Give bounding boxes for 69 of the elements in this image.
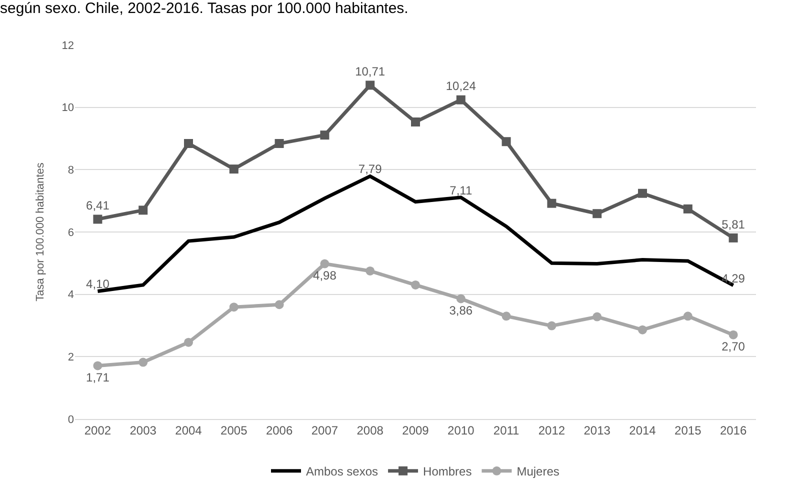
- point: [456, 294, 466, 304]
- data-label: 10,24: [446, 79, 476, 94]
- x-tick-label: 2002: [84, 423, 112, 438]
- point: [728, 330, 738, 340]
- y-tick-label: 0: [68, 414, 74, 426]
- point: [366, 80, 375, 90]
- point: [592, 312, 602, 322]
- legend-label: Hombres: [423, 464, 472, 479]
- y-tick-label: 6: [68, 226, 74, 239]
- point: [320, 259, 330, 268]
- point: [229, 302, 238, 312]
- x-tick-label: 2006: [266, 423, 293, 438]
- x-tick-label: 2011: [493, 423, 520, 438]
- point: [138, 206, 148, 215]
- point: [274, 300, 284, 310]
- x-tick-label: 2016: [720, 423, 747, 438]
- point: [683, 312, 692, 321]
- point: [547, 198, 556, 208]
- legend-label: Ambos sexos: [306, 464, 378, 479]
- point: [547, 321, 556, 330]
- point: [366, 266, 375, 276]
- data-label: 6,41: [86, 198, 110, 213]
- point: [184, 138, 193, 148]
- point: [93, 361, 102, 370]
- chart-title: según sexo. Chile, 2002-2016. Tasas por 100.000 habitantes.: [0, 0, 408, 17]
- x-tick-label: 2009: [402, 423, 430, 438]
- point: [138, 358, 148, 367]
- data-label: 5,81: [722, 217, 746, 232]
- x-tick-label: 2004: [175, 423, 202, 438]
- x-tick-label: 2015: [674, 423, 702, 438]
- point: [274, 138, 284, 148]
- data-label: 4,98: [313, 268, 337, 282]
- y-tick-label: 4: [68, 289, 74, 302]
- data-label: 1,71: [86, 370, 110, 384]
- y-tick-label: 12: [62, 40, 74, 52]
- y-tick-label: 8: [68, 164, 74, 177]
- data-label: 3,86: [449, 303, 473, 318]
- x-tick-label: 2010: [448, 423, 475, 438]
- data-label: 4,10: [86, 277, 110, 292]
- point: [592, 209, 602, 218]
- point: [683, 204, 692, 214]
- x-tick-label: 2013: [584, 423, 611, 438]
- x-tick-label: 2005: [220, 423, 248, 438]
- x-tick-label: 2012: [538, 423, 566, 438]
- x-tick-label: 2008: [356, 423, 384, 438]
- data-label: 2,70: [722, 339, 746, 354]
- data-label: 7,11: [450, 183, 472, 198]
- y-axis-title: Tasa por 100.000 habitantes: [34, 162, 46, 302]
- point: [411, 117, 420, 126]
- point: [229, 164, 238, 174]
- point: [411, 280, 420, 290]
- point: [320, 130, 330, 140]
- point: [728, 233, 738, 242]
- point: [638, 188, 647, 198]
- y-tick-label: 2: [68, 352, 74, 364]
- data-label: 4,29: [722, 271, 746, 286]
- point: [502, 137, 511, 146]
- x-tick-label: 2003: [130, 423, 157, 438]
- point: [184, 338, 193, 347]
- y-tick-label: 10: [62, 102, 74, 114]
- point: [502, 312, 511, 321]
- x-tick-label: 2007: [311, 423, 338, 438]
- data-label: 10,71: [355, 64, 386, 79]
- legend-label: Mujeres: [516, 464, 560, 479]
- point: [638, 325, 647, 334]
- x-tick-label: 2014: [629, 423, 656, 438]
- point: [456, 95, 466, 104]
- data-label: 7,79: [358, 162, 382, 176]
- point: [93, 214, 102, 224]
